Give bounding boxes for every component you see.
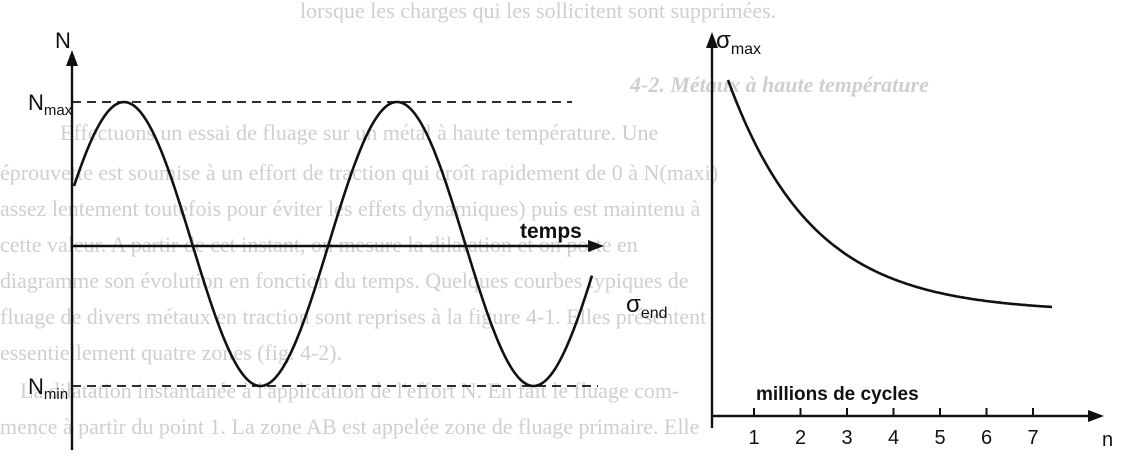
bg-line-2: Effectuons un essai de fluage sur un mét… xyxy=(60,120,658,145)
bg-line-9: La dilatation instantanée à l'applicatio… xyxy=(20,378,679,403)
x-tick-label-3: 3 xyxy=(841,427,852,449)
left-diagram: N temps Nmax Nmin xyxy=(28,28,604,450)
left-x-axis-arrow xyxy=(588,240,604,252)
x-tick-label-1: 1 xyxy=(748,427,759,449)
right-x-axis-end-label: n xyxy=(1102,429,1113,451)
background-text: lorsque les charges qui les sollicitent … xyxy=(0,0,929,439)
x-tick-label-4: 4 xyxy=(888,427,899,449)
right-diagram: σmax n millions de cycles 1 2 3 4 5 6 7 σend xyxy=(626,27,1113,451)
bg-line-8: essentiellement quatre zones (fig. 4-2). xyxy=(0,340,342,365)
bg-line-1: 4-2. Métaux à haute température xyxy=(629,72,929,97)
x-tick-label-5: 5 xyxy=(934,427,945,449)
bg-line-4: assez lentement toutefois pour éviter le… xyxy=(0,196,701,221)
x-tick-label-2: 2 xyxy=(795,427,806,449)
bg-line-6: diagramme son évolution en fonction du t… xyxy=(0,268,689,293)
right-x-ticks: 1 2 3 4 5 6 7 xyxy=(748,408,1039,449)
x-tick-label-6: 6 xyxy=(981,427,992,449)
bg-line-10: mence à partir du point 1. La zone AB es… xyxy=(0,414,699,439)
bg-line-3: éprouvette est soumise à un effort de tr… xyxy=(0,160,718,185)
right-x-axis-arrow xyxy=(1088,410,1104,422)
fatigue-decay-curve xyxy=(726,79,1053,309)
bg-line-0: lorsque les charges qui les sollicitent … xyxy=(300,0,776,23)
bg-line-7: fluage de divers métaux en traction sont… xyxy=(0,304,706,329)
sigma-max-label: σmax xyxy=(716,27,761,58)
left-x-axis-label: temps xyxy=(520,220,582,243)
right-x-axis-label: millions de cycles xyxy=(756,384,919,405)
right-y-axis-arrow xyxy=(706,32,718,48)
nmin-label: Nmin xyxy=(28,374,68,403)
bg-line-5: cette valeur. A partir de cet instant, o… xyxy=(0,232,638,257)
load-sine-curve xyxy=(72,100,594,388)
left-y-axis-arrow xyxy=(66,50,78,66)
sigma-end-label: σend xyxy=(626,291,668,322)
x-tick-label-7: 7 xyxy=(1027,427,1038,449)
nmax-label: Nmax xyxy=(28,90,73,119)
left-y-axis-label: N xyxy=(55,28,71,53)
